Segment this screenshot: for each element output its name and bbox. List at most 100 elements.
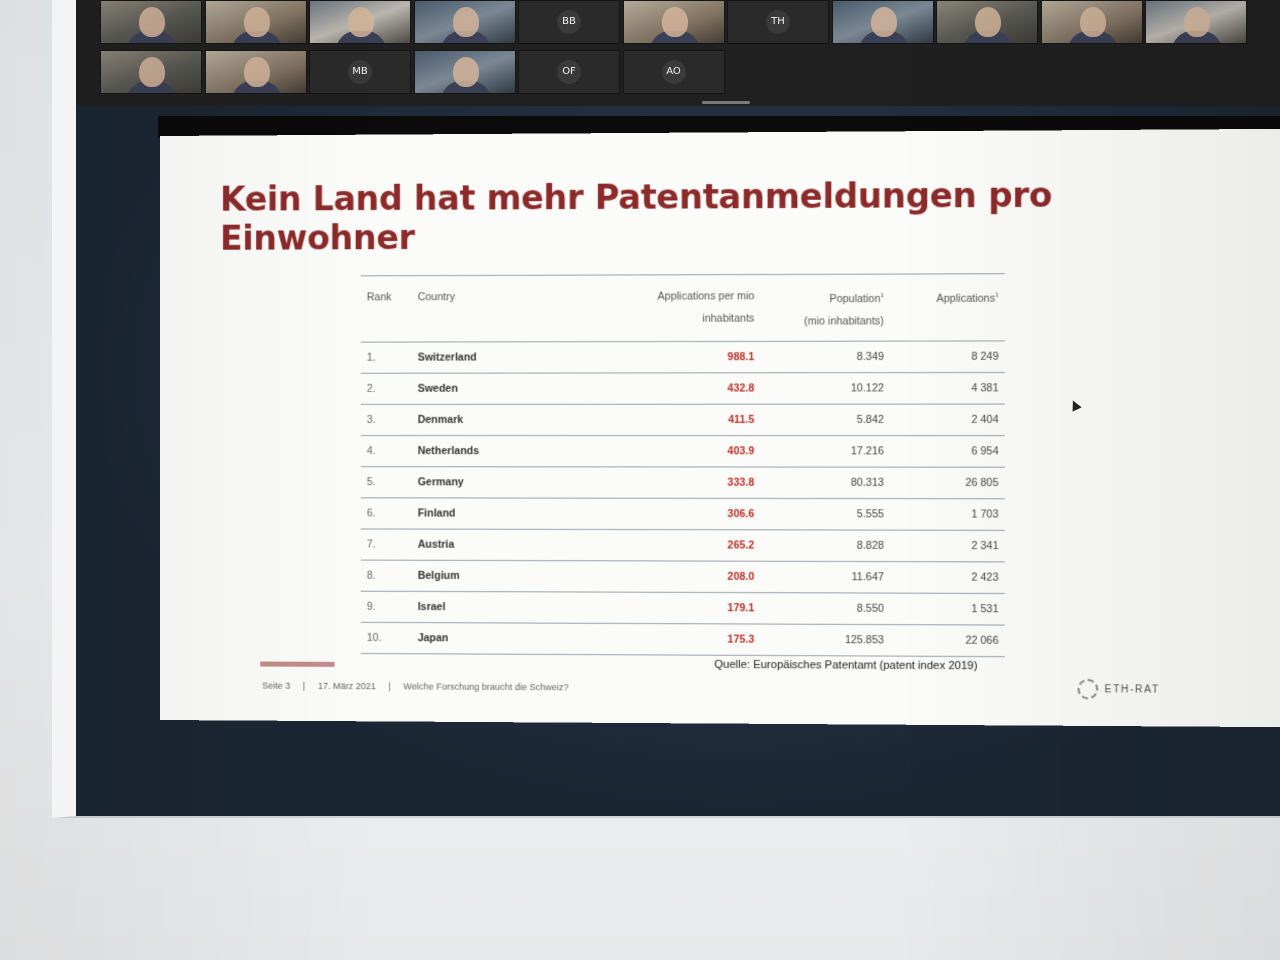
participant-video-tile[interactable] <box>832 0 934 44</box>
header-pop-line1: Population <box>829 292 880 304</box>
table-row: 3. Denmark 411.5 5.842 2 404 <box>361 404 1005 436</box>
table-row: 2. Sweden 432.8 10.122 4 381 <box>361 372 1005 404</box>
row-applications-per-mio: 208.0 <box>606 560 761 592</box>
row-population: 17.216 <box>761 435 891 467</box>
footer-topic: Welche Forschung braucht die Schweiz? <box>403 681 568 692</box>
row-rank: 3. <box>361 404 412 435</box>
table-row: 8. Belgium 208.0 11.647 2 423 <box>361 560 1005 593</box>
row-population: 8.349 <box>761 341 891 373</box>
footer-date: 17. März 2021 <box>318 681 376 691</box>
row-applications-per-mio: 432.8 <box>606 372 761 403</box>
participant-video-tile[interactable] <box>623 0 725 44</box>
table-row: 1. Switzerland 988.1 8.349 8 249 <box>361 340 1005 372</box>
participant-video-tile[interactable] <box>205 50 307 94</box>
participant-face <box>662 7 688 37</box>
row-applications-per-mio: 411.5 <box>606 404 761 435</box>
header-apm-line1: Applications per mio <box>612 285 754 308</box>
row-country: Japan <box>412 622 606 654</box>
participant-avatar-tile[interactable]: BB <box>518 0 620 44</box>
patent-table: Rank Country Applications per mio inhabi… <box>361 273 1005 656</box>
participant-initials: OF <box>557 60 581 84</box>
participant-video-tile[interactable] <box>1041 0 1143 44</box>
row-applications-per-mio: 179.1 <box>606 592 761 624</box>
header-app-label: Applications <box>937 292 996 304</box>
row-country: Netherlands <box>412 435 606 466</box>
participant-video-tile[interactable] <box>309 0 411 44</box>
row-population: 5.555 <box>761 498 891 530</box>
row-applications-per-mio: 403.9 <box>606 435 761 466</box>
row-rank: 7. <box>361 528 412 559</box>
participant-initials: BB <box>557 10 581 34</box>
row-country: Israel <box>412 591 606 623</box>
row-country: Finland <box>412 497 606 529</box>
footnote-mark: 1 <box>995 293 998 299</box>
row-country: Denmark <box>412 404 606 435</box>
table-row: 7. Austria 265.2 8.828 2 341 <box>361 528 1005 561</box>
participant-video-tile[interactable] <box>100 0 202 44</box>
header-population: Population1 (mio inhabitants) <box>761 274 891 341</box>
header-applications: Applications1 <box>890 274 1005 341</box>
participant-avatar-tile[interactable]: AO <box>623 50 725 94</box>
participant-avatar-tile[interactable]: OF <box>518 50 620 94</box>
participant-initials: TH <box>766 10 790 34</box>
row-applications: 22 066 <box>890 624 1005 656</box>
header-applications-per-mio: Applications per mio inhabitants <box>606 275 761 342</box>
row-applications-per-mio: 988.1 <box>606 341 761 373</box>
source-note: Quelle: Europäisches Patentamt (patent i… <box>714 659 977 673</box>
table-row: 4. Netherlands 403.9 17.216 6 954 <box>361 435 1005 467</box>
accent-line <box>260 662 334 667</box>
participant-video-tile[interactable] <box>1145 0 1247 44</box>
participant-avatar-tile[interactable]: MB <box>309 50 411 94</box>
row-applications-per-mio: 306.6 <box>606 498 761 530</box>
participant-face <box>1184 7 1210 37</box>
participant-face <box>453 57 479 87</box>
header-apm-line2: inhabitants <box>612 307 754 330</box>
participant-face <box>244 57 270 87</box>
row-applications: 2 404 <box>890 404 1005 436</box>
footnote-mark: 1 <box>880 293 883 299</box>
participant-video-tile[interactable] <box>936 0 1038 44</box>
row-country: Belgium <box>412 560 606 592</box>
gallery-resize-handle[interactable] <box>702 101 750 104</box>
row-rank: 6. <box>361 497 412 528</box>
footer-separator: | <box>303 681 305 691</box>
row-applications: 4 381 <box>890 372 1005 404</box>
row-country: Austria <box>412 529 606 561</box>
table-row: 6. Finland 306.6 5.555 1 703 <box>361 497 1005 530</box>
participant-video-tile[interactable] <box>100 50 202 94</box>
footer-separator: | <box>388 681 390 691</box>
footer-page: Seite 3 <box>262 681 290 691</box>
row-population: 8.828 <box>761 529 891 561</box>
slide-title: Kein Land hat mehr Patentanmeldungen pro… <box>220 174 1203 257</box>
logo-ring-icon <box>1077 679 1098 700</box>
slide-footer: Seite 3 | 17. März 2021 | Welche Forschu… <box>262 681 568 693</box>
participant-initials: AO <box>662 60 686 84</box>
row-rank: 4. <box>361 435 412 466</box>
row-population: 5.842 <box>761 404 891 435</box>
row-rank: 1. <box>361 342 412 373</box>
row-applications: 6 954 <box>890 435 1005 467</box>
header-country: Country <box>412 275 606 342</box>
eth-rat-logo: ETH-RAT <box>1077 679 1159 700</box>
header-pop-line2: (mio inhabitants) <box>767 310 884 333</box>
row-applications: 26 805 <box>890 467 1005 499</box>
participant-face <box>453 7 479 37</box>
table-row: 10. Japan 175.3 125.853 22 066 <box>361 622 1005 656</box>
participant-face <box>139 57 165 87</box>
row-rank: 9. <box>361 591 412 622</box>
row-country: Sweden <box>412 372 606 403</box>
row-applications: 2 423 <box>890 561 1005 593</box>
participant-initials: MB <box>348 60 372 84</box>
row-population: 80.313 <box>761 466 891 498</box>
row-country: Switzerland <box>412 341 606 373</box>
participant-video-tile[interactable] <box>205 0 307 44</box>
participant-face <box>244 7 270 37</box>
participant-avatar-tile[interactable]: TH <box>727 0 829 44</box>
participant-face <box>348 7 374 37</box>
table-header-row: Rank Country Applications per mio inhabi… <box>361 274 1005 342</box>
participant-video-tile[interactable] <box>414 50 516 94</box>
row-rank: 8. <box>361 560 412 591</box>
row-applications-per-mio: 333.8 <box>606 466 761 498</box>
participant-video-tile[interactable] <box>414 0 516 44</box>
row-population: 125.853 <box>761 624 891 656</box>
